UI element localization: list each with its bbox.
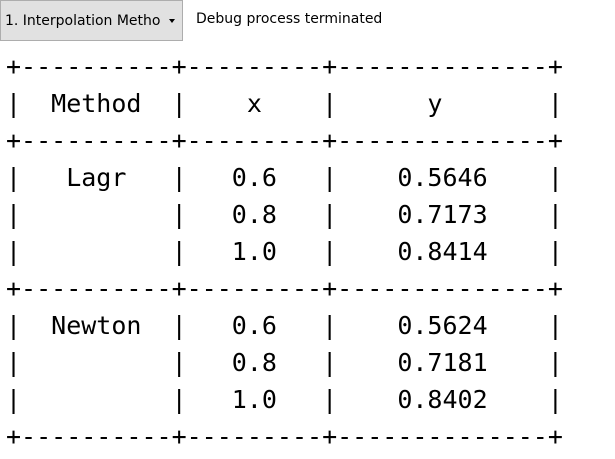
method-dropdown[interactable]: 1. Interpolation Metho	[0, 0, 183, 41]
results-table-output: +----------+---------+--------------+ | …	[6, 52, 563, 451]
chevron-down-icon	[169, 18, 175, 23]
status-text: Debug process terminated	[196, 11, 383, 27]
method-dropdown-label: 1. Interpolation Metho	[5, 12, 161, 29]
toolbar: 1. Interpolation Metho Debug process ter…	[0, 0, 615, 44]
